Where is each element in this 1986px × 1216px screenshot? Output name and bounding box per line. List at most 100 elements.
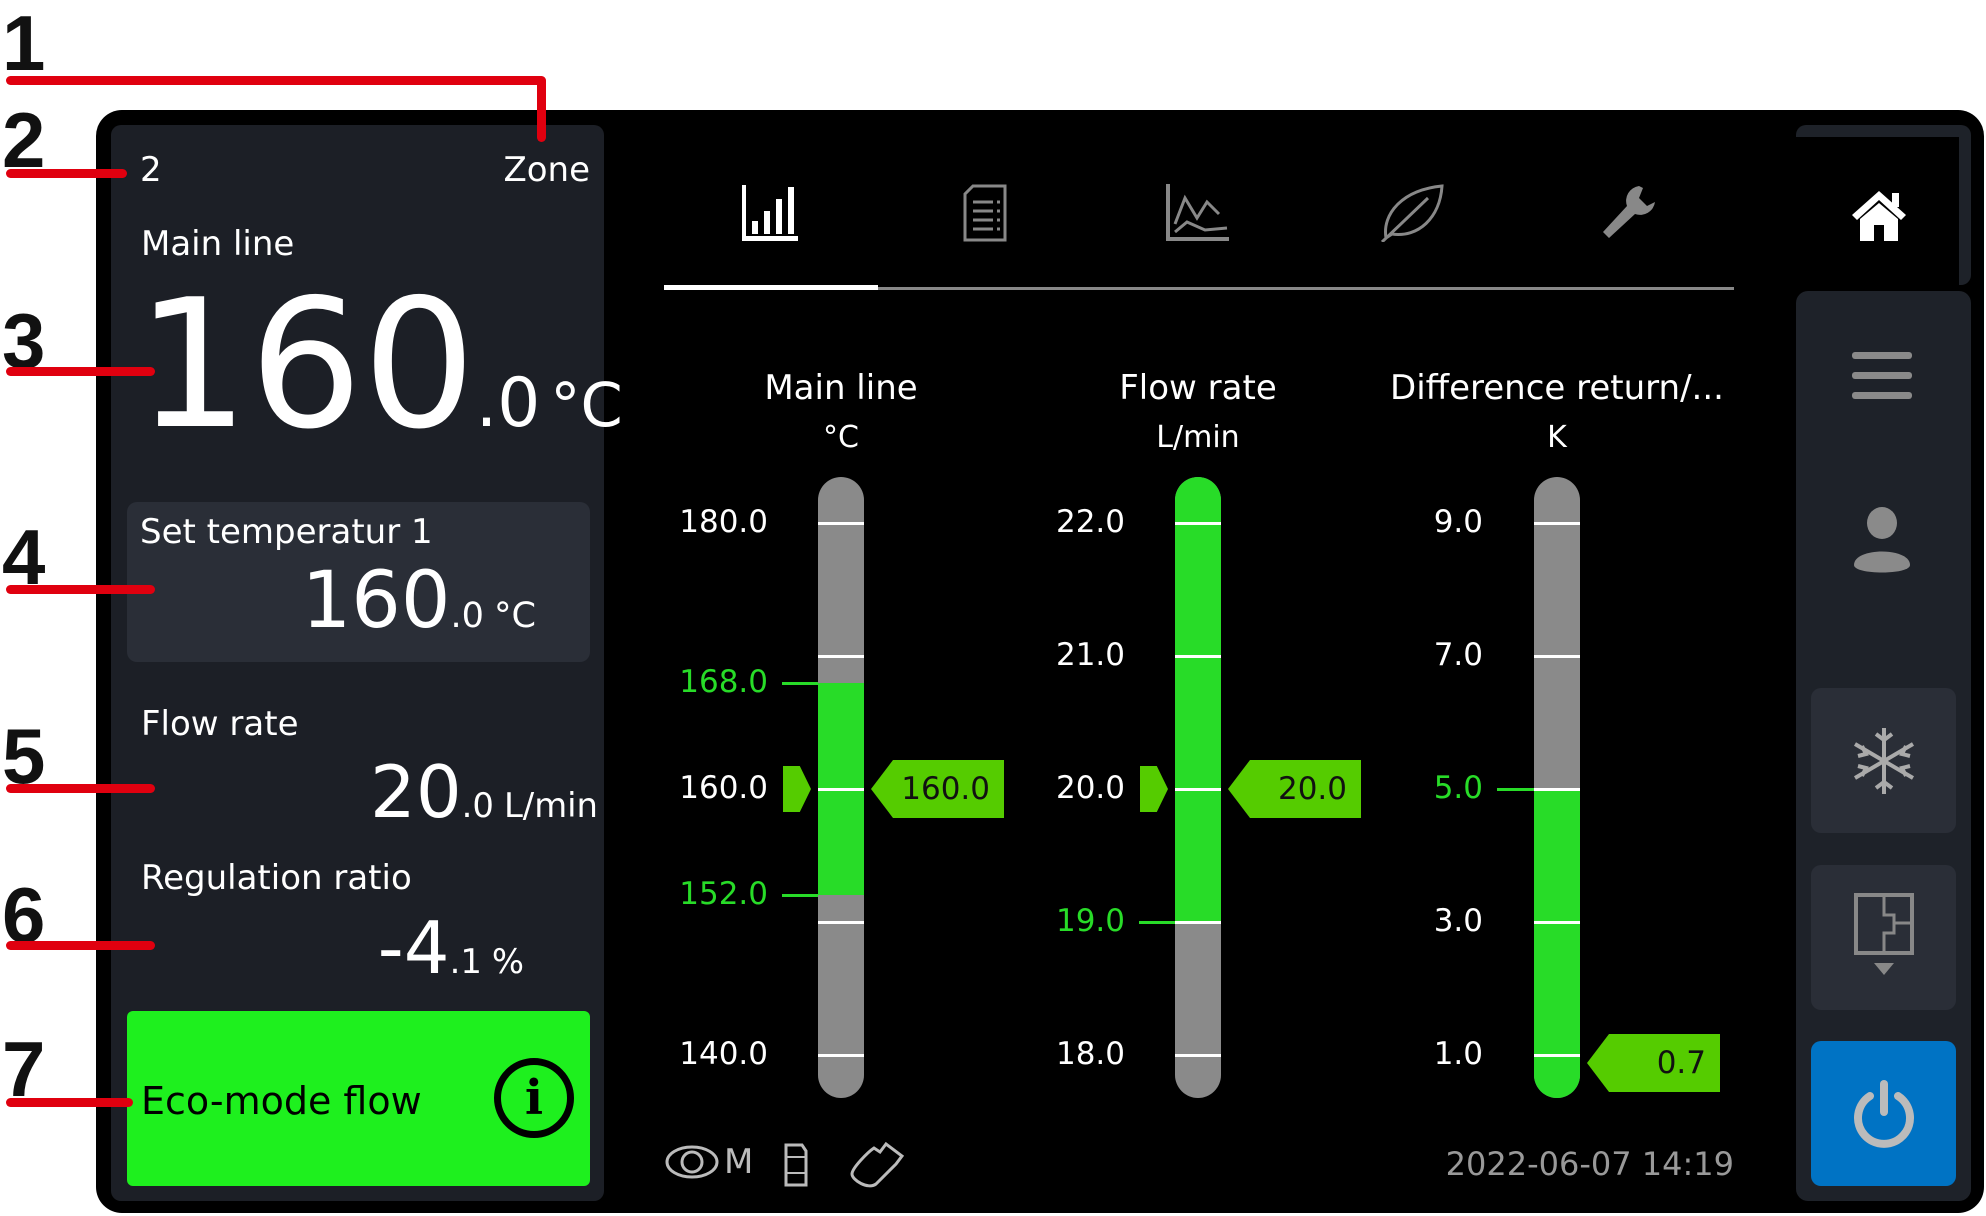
callout-line [6, 784, 155, 793]
tab-overview[interactable] [735, 180, 805, 246]
gauge-tick-label: 18.0 [1055, 1036, 1125, 1072]
document-list-icon [963, 184, 1007, 242]
gauge-tick-label: 180.0 [679, 504, 768, 540]
gauge-unit: K [1547, 420, 1567, 455]
callout-line [537, 76, 546, 142]
gauge-value-flag: 20.0 [1228, 760, 1361, 818]
flow-rate-label: Flow rate [141, 704, 299, 744]
eco-mode-button[interactable]: Eco-mode flow i [127, 1011, 590, 1186]
gauge-tick [818, 1054, 864, 1057]
home-icon [1852, 191, 1906, 241]
callout-line [6, 585, 155, 594]
gauge-tick-label: 160.0 [679, 770, 768, 806]
wrench-icon [1603, 186, 1655, 238]
menu-icon [1852, 352, 1912, 399]
gauge-tick-label: 3.0 [1433, 903, 1483, 939]
regulation-ratio-value: -4.1% [377, 906, 524, 990]
home-button[interactable] [1796, 125, 1971, 285]
gauge-tick [1175, 1054, 1221, 1057]
callout-2: 2 [2, 96, 46, 184]
tab-service[interactable] [1593, 180, 1663, 246]
gauge-tick-label: 7.0 [1433, 637, 1483, 673]
eye-manual-icon [665, 1145, 719, 1179]
callout-5: 5 [2, 712, 46, 800]
gauge-tick-label: 5.0 [1433, 770, 1483, 806]
set-temperature-value: 160.0 °C [301, 556, 536, 646]
info-icon[interactable]: i [494, 1058, 574, 1138]
menu-button[interactable] [1852, 350, 1912, 400]
user-button[interactable] [1852, 505, 1912, 575]
gauge-tick [1175, 788, 1221, 791]
gauge-bar [1175, 477, 1221, 1098]
regulation-ratio-label: Regulation ratio [141, 858, 412, 898]
gauge-tick [1534, 921, 1580, 924]
gauge-limit-line [1497, 788, 1534, 791]
tab-divider [664, 287, 1734, 290]
gauge-tick-label: 9.0 [1433, 504, 1483, 540]
power-button[interactable] [1811, 1041, 1956, 1186]
gauge-title: Main line [764, 368, 918, 408]
flow-rate-value: 20.0 L/min [370, 750, 598, 834]
power-icon [1853, 1079, 1914, 1148]
callout-1: 1 [2, 0, 46, 87]
tab-trend[interactable] [1163, 180, 1233, 246]
floor-plan-button[interactable] [1811, 865, 1956, 1010]
gauge-limit-line [782, 681, 818, 685]
main-line-value: 160.0 °C [136, 261, 623, 468]
callout-7: 7 [2, 1025, 46, 1113]
main-line-label: Main line [141, 224, 295, 264]
set-temperature-label: Set temperatur 1 [140, 512, 433, 552]
bar-chart-icon [742, 185, 798, 241]
callout-4: 4 [2, 513, 46, 601]
gauge-tick-label: 20.0 [1055, 770, 1125, 806]
gauge-tick-label: 168.0 [679, 663, 768, 700]
cooling-button[interactable] [1811, 688, 1956, 833]
gauge-tick [1534, 1054, 1580, 1057]
gauge-unit: L/min [1156, 420, 1240, 455]
gauge-unit: °C [823, 420, 859, 455]
gauge-tick-label: 140.0 [679, 1036, 768, 1072]
gauge-tick-label: 21.0 [1055, 637, 1125, 673]
gauge-tick [1175, 522, 1221, 525]
manual-mode-status: M [664, 1142, 753, 1182]
callout-line [6, 169, 127, 178]
gauge-title: Flow rate [1119, 368, 1277, 408]
gauge-tick [818, 522, 864, 525]
callout-line [6, 76, 545, 85]
gauge-fill [1534, 789, 1580, 1098]
callout-line [6, 1098, 133, 1107]
gauge-tick-label: 152.0 [679, 876, 768, 913]
eco-mode-label: Eco-mode flow [141, 1079, 422, 1123]
zone-number: 2 [140, 150, 162, 190]
gauge-value-flag: 0.7 [1587, 1034, 1720, 1092]
gauge-tick-label: 1.0 [1433, 1036, 1483, 1072]
gauge-tick [818, 788, 864, 791]
gauge-title: Difference return/... [1390, 368, 1724, 408]
gauge-tick [1534, 788, 1580, 791]
leaf-icon [1380, 184, 1444, 242]
gauge-tick [1175, 921, 1221, 924]
gauge-fill [1175, 477, 1221, 922]
usb-icon [850, 1141, 905, 1188]
zone-label: Zone [503, 150, 590, 190]
gauge-bar [1534, 477, 1580, 1098]
active-tab-indicator [664, 285, 878, 290]
gauge-tick-label: 22.0 [1055, 504, 1125, 540]
tab-eco[interactable] [1377, 180, 1447, 246]
date-time: 2022-06-07 14:19 [1445, 1145, 1734, 1183]
user-icon [1854, 507, 1910, 573]
callout-line [6, 941, 155, 950]
sd-card-icon [784, 1143, 808, 1187]
gauge-value-flag: 160.0 [871, 760, 1004, 818]
gauge-tick-label: 19.0 [1055, 903, 1125, 939]
tab-log[interactable] [950, 180, 1020, 246]
callout-line [6, 367, 155, 376]
manual-mode-label: M [724, 1142, 754, 1182]
gauge-tick [818, 921, 864, 924]
gauge-tick [818, 655, 864, 658]
snowflake-icon [1853, 727, 1914, 794]
set-temperature-box[interactable] [127, 502, 590, 662]
gauge-limit-line [782, 894, 818, 898]
gauge-limit-line [1139, 921, 1175, 924]
gauge-tick [1534, 522, 1580, 525]
